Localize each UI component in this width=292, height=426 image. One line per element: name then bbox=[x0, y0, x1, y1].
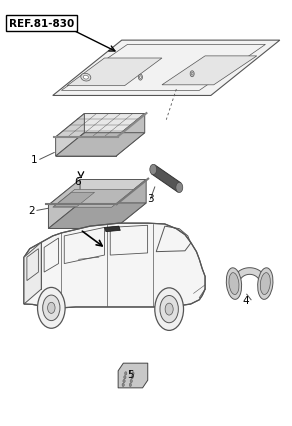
Polygon shape bbox=[48, 206, 114, 229]
Ellipse shape bbox=[229, 273, 239, 295]
Polygon shape bbox=[24, 243, 41, 304]
Circle shape bbox=[130, 380, 132, 383]
Circle shape bbox=[129, 383, 131, 387]
Polygon shape bbox=[114, 180, 146, 229]
Polygon shape bbox=[54, 193, 95, 207]
Ellipse shape bbox=[81, 74, 91, 82]
Ellipse shape bbox=[83, 76, 88, 80]
Polygon shape bbox=[67, 59, 162, 86]
Polygon shape bbox=[116, 114, 145, 157]
Polygon shape bbox=[232, 268, 267, 282]
Polygon shape bbox=[48, 180, 146, 206]
Circle shape bbox=[165, 303, 173, 315]
Text: 5: 5 bbox=[127, 369, 134, 379]
Polygon shape bbox=[152, 165, 181, 193]
Polygon shape bbox=[105, 227, 120, 232]
Polygon shape bbox=[118, 363, 148, 388]
Text: 4: 4 bbox=[242, 295, 248, 305]
Circle shape bbox=[191, 73, 193, 76]
Polygon shape bbox=[56, 133, 145, 157]
Circle shape bbox=[132, 372, 134, 375]
Circle shape bbox=[124, 376, 126, 379]
Ellipse shape bbox=[260, 273, 270, 295]
Text: 3: 3 bbox=[147, 193, 154, 203]
Circle shape bbox=[131, 376, 133, 379]
Polygon shape bbox=[24, 224, 205, 308]
Polygon shape bbox=[53, 190, 134, 208]
Circle shape bbox=[48, 302, 55, 314]
Ellipse shape bbox=[226, 268, 241, 299]
Polygon shape bbox=[56, 114, 145, 138]
Polygon shape bbox=[56, 138, 116, 157]
Circle shape bbox=[140, 77, 141, 79]
Circle shape bbox=[155, 288, 184, 331]
Circle shape bbox=[150, 165, 157, 175]
Circle shape bbox=[122, 383, 124, 387]
Polygon shape bbox=[56, 114, 84, 157]
Polygon shape bbox=[48, 180, 80, 229]
Polygon shape bbox=[162, 57, 257, 86]
Text: REF.81-830: REF.81-830 bbox=[9, 19, 74, 29]
Circle shape bbox=[123, 380, 125, 383]
Text: 1: 1 bbox=[31, 155, 37, 165]
Circle shape bbox=[125, 372, 127, 375]
Polygon shape bbox=[48, 204, 146, 229]
Polygon shape bbox=[61, 45, 265, 91]
Circle shape bbox=[190, 72, 194, 78]
Text: 2: 2 bbox=[28, 206, 34, 216]
Polygon shape bbox=[53, 41, 280, 96]
Circle shape bbox=[160, 296, 178, 323]
Text: 6: 6 bbox=[74, 176, 81, 186]
Ellipse shape bbox=[258, 268, 273, 299]
Circle shape bbox=[176, 183, 183, 193]
Circle shape bbox=[138, 75, 142, 81]
Circle shape bbox=[43, 295, 60, 321]
Circle shape bbox=[38, 288, 65, 328]
